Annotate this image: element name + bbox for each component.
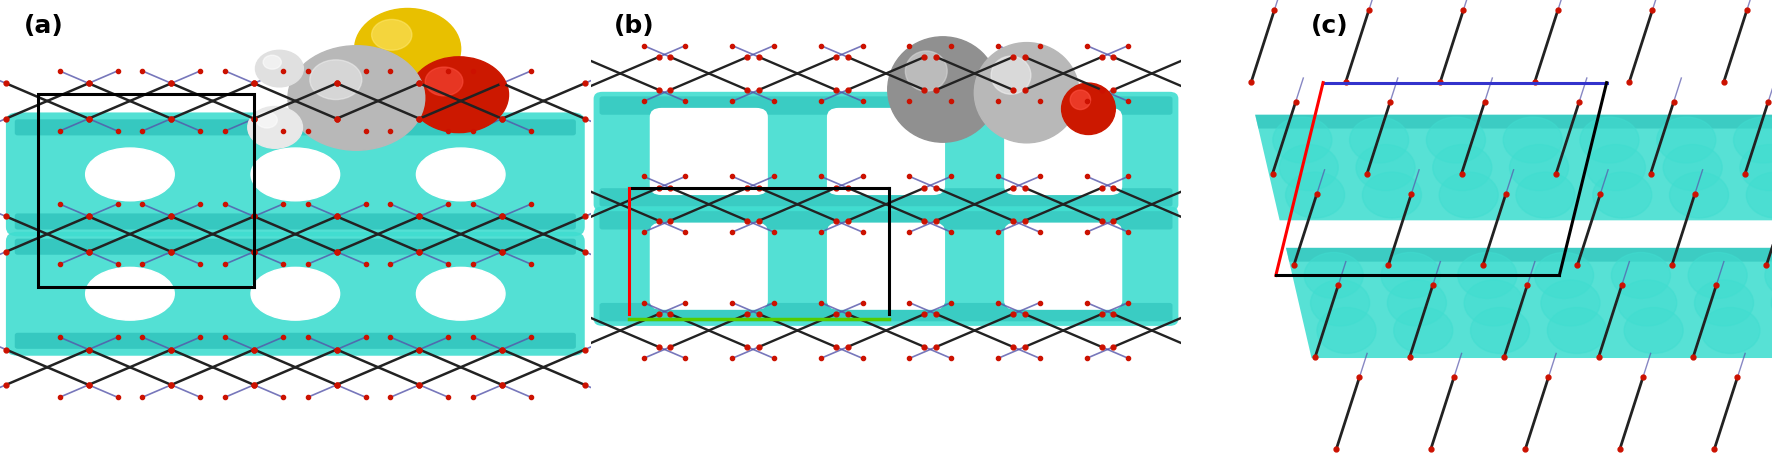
- Ellipse shape: [1503, 117, 1563, 163]
- Ellipse shape: [252, 148, 340, 201]
- Ellipse shape: [1689, 252, 1747, 298]
- FancyBboxPatch shape: [594, 207, 1178, 326]
- Ellipse shape: [1517, 172, 1575, 218]
- FancyBboxPatch shape: [1005, 108, 1122, 195]
- Ellipse shape: [1350, 117, 1409, 163]
- FancyBboxPatch shape: [5, 112, 585, 236]
- FancyBboxPatch shape: [599, 96, 1173, 115]
- Ellipse shape: [1581, 117, 1639, 163]
- Ellipse shape: [1625, 308, 1683, 353]
- Ellipse shape: [1733, 117, 1772, 163]
- Ellipse shape: [1611, 252, 1671, 298]
- Ellipse shape: [1439, 172, 1497, 218]
- Ellipse shape: [85, 148, 174, 201]
- Ellipse shape: [1317, 308, 1377, 353]
- Ellipse shape: [1618, 280, 1676, 326]
- Ellipse shape: [1387, 280, 1446, 326]
- FancyBboxPatch shape: [14, 239, 576, 255]
- Ellipse shape: [252, 267, 340, 320]
- Ellipse shape: [1535, 252, 1593, 298]
- Ellipse shape: [1285, 172, 1345, 218]
- Text: (c): (c): [1311, 14, 1348, 38]
- FancyBboxPatch shape: [5, 232, 585, 356]
- Ellipse shape: [1464, 280, 1524, 326]
- FancyBboxPatch shape: [1005, 223, 1122, 310]
- Polygon shape: [1255, 115, 1772, 220]
- Ellipse shape: [1547, 308, 1607, 353]
- Ellipse shape: [1510, 145, 1568, 190]
- Ellipse shape: [1593, 172, 1652, 218]
- Text: (a): (a): [23, 14, 64, 38]
- FancyBboxPatch shape: [14, 213, 576, 230]
- Ellipse shape: [1380, 252, 1441, 298]
- Ellipse shape: [416, 267, 505, 320]
- Ellipse shape: [1279, 145, 1338, 190]
- FancyBboxPatch shape: [828, 108, 944, 195]
- Ellipse shape: [1765, 252, 1772, 298]
- Ellipse shape: [1701, 308, 1760, 353]
- Ellipse shape: [1664, 145, 1722, 190]
- Ellipse shape: [1272, 117, 1333, 163]
- FancyBboxPatch shape: [14, 119, 576, 135]
- Ellipse shape: [1458, 252, 1517, 298]
- Polygon shape: [1286, 248, 1772, 262]
- Polygon shape: [1286, 248, 1772, 358]
- Text: (b): (b): [615, 14, 656, 38]
- Ellipse shape: [1311, 280, 1370, 326]
- Ellipse shape: [1740, 145, 1772, 190]
- FancyBboxPatch shape: [14, 333, 576, 349]
- Ellipse shape: [1471, 308, 1529, 353]
- FancyBboxPatch shape: [599, 211, 1173, 230]
- Ellipse shape: [1395, 308, 1453, 353]
- Ellipse shape: [1745, 172, 1772, 218]
- Ellipse shape: [416, 148, 505, 201]
- FancyBboxPatch shape: [650, 223, 767, 310]
- Ellipse shape: [1586, 145, 1646, 190]
- Ellipse shape: [1426, 117, 1485, 163]
- Ellipse shape: [85, 267, 174, 320]
- Ellipse shape: [1304, 252, 1363, 298]
- Ellipse shape: [1657, 117, 1715, 163]
- Ellipse shape: [1434, 145, 1492, 190]
- Ellipse shape: [1542, 280, 1600, 326]
- Polygon shape: [1255, 115, 1772, 129]
- FancyBboxPatch shape: [828, 223, 944, 310]
- Ellipse shape: [1356, 145, 1416, 190]
- Ellipse shape: [1669, 172, 1728, 218]
- Ellipse shape: [1363, 172, 1421, 218]
- FancyBboxPatch shape: [599, 188, 1173, 207]
- FancyBboxPatch shape: [650, 108, 767, 195]
- FancyBboxPatch shape: [594, 92, 1178, 211]
- FancyBboxPatch shape: [599, 303, 1173, 321]
- Ellipse shape: [1694, 280, 1754, 326]
- Bar: [39, 94, 253, 287]
